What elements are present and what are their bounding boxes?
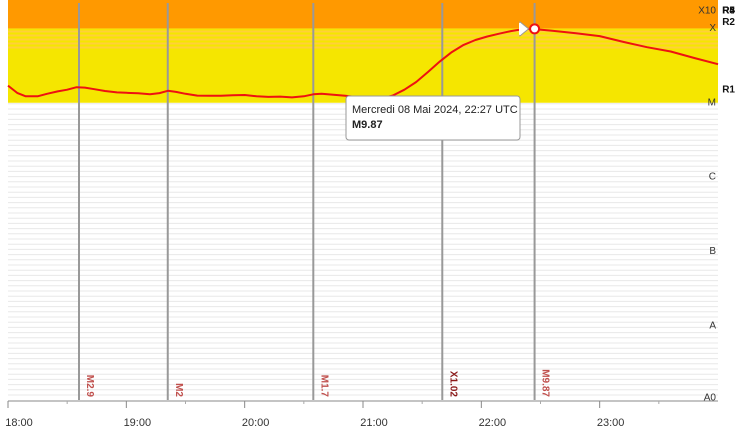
tooltip-point (529, 23, 541, 35)
flare-markers: M2.9 M2 M1.7 X1.02 M9.87 (78, 3, 551, 400)
x-tick-label: 18:00 (5, 417, 33, 429)
flare-marker-label: M1.7 (318, 375, 329, 398)
m-class-band (8, 28, 718, 103)
class-labels: A0 A B C M X X10 (698, 6, 716, 404)
x-class-band (8, 0, 718, 29)
flux-bands (8, 0, 718, 400)
r-label-r2: R2 (722, 17, 735, 28)
r-label-r5: R5 (722, 6, 735, 17)
class-label-m: M (708, 97, 716, 108)
x-tick-label: 22:00 (479, 417, 507, 429)
r-label-r4: R4 (722, 6, 735, 17)
x-tick-label: 20:00 (242, 417, 270, 429)
class-label-x: X (709, 23, 716, 34)
x-tick-label: 23:00 (597, 417, 625, 429)
class-label-a0: A0 (704, 393, 717, 404)
quiet-region (8, 102, 718, 400)
tooltip-pointer-join (519, 22, 521, 35)
flare-marker-label: M2 (173, 383, 184, 397)
tooltip-value: M9.87 (352, 119, 383, 131)
flare-marker-label: M2.9 (84, 375, 95, 398)
class-label-b: B (709, 246, 716, 257)
tooltip-box (345, 95, 521, 141)
x-tick-label: 21:00 (360, 417, 388, 429)
class-label-a: A (709, 320, 716, 331)
class-label-x10: X10 (698, 6, 716, 17)
flare-marker-label: X1.02 (447, 371, 458, 398)
x-axis: 18:00 19:00 20:00 21:00 22:00 23:00 (5, 400, 718, 429)
tooltip: Mercredi 08 Mai 2024, 22:27 UTC M9.87 (345, 20, 541, 141)
x-tick-label: 19:00 (124, 417, 152, 429)
tooltip-date: Mercredi 08 Mai 2024, 22:27 UTC (352, 104, 518, 116)
r-label-r3: R3 (722, 6, 735, 17)
class-label-c: C (709, 172, 716, 183)
r-label-r1: R1 (722, 84, 735, 95)
flare-marker-label: M9.87 (540, 369, 551, 397)
